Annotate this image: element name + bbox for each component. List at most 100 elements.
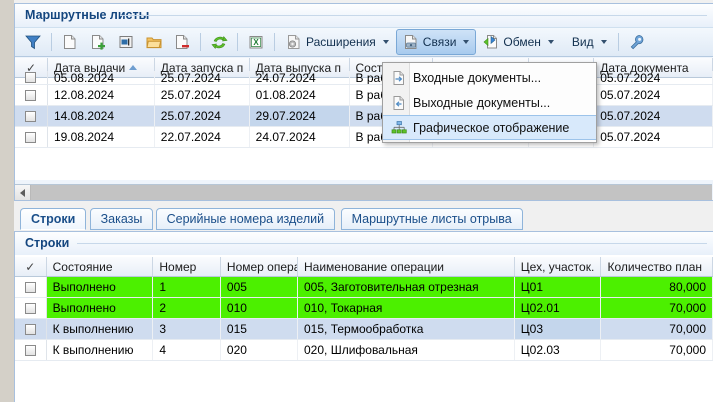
hscroll-left-button[interactable] — [15, 185, 31, 200]
refresh-icon[interactable] — [205, 29, 233, 55]
cell-issue-date[interactable]: 19.08.2024 — [48, 127, 155, 147]
new-document-icon[interactable] — [56, 29, 84, 55]
cell-operation-number[interactable]: 010 — [220, 298, 298, 318]
tab-1[interactable]: Заказы — [89, 208, 154, 230]
tab-label: Заказы — [100, 212, 143, 226]
edit-document-icon[interactable] — [112, 29, 140, 55]
open-folder-icon[interactable] — [140, 29, 168, 55]
cell-issue-date[interactable]: 12.08.2024 — [48, 85, 155, 105]
cell-quantity-plan[interactable]: 70,000 — [601, 340, 713, 360]
cell-operation-name[interactable]: 005, Заготовительная отрезная — [298, 277, 515, 297]
filter-icon[interactable] — [19, 29, 47, 55]
cell-document-date[interactable]: 05.07.2024 — [594, 127, 713, 147]
row-checkbox[interactable] — [15, 298, 47, 318]
bottom-grid-header-quantity-plan[interactable]: Количество план — [601, 257, 713, 276]
cell-release-date-plan[interactable]: 24.07.2024 — [250, 71, 350, 84]
bottom-grid-header-shop-area[interactable]: Цех, участок. — [515, 257, 602, 276]
top-grid-header-checkbox[interactable]: ✓ — [15, 58, 48, 77]
checkbox-icon — [24, 302, 36, 314]
menu-item-label: Выходные документы... — [413, 95, 551, 110]
table-row[interactable]: 05.08.2024 25.07.2024 24.07.2024 В рабо 05.0… — [15, 71, 713, 85]
row-checkbox[interactable] — [15, 106, 48, 126]
cell-operation-name[interactable]: 020, Шлифовальная — [298, 340, 515, 360]
bottom-grid-header-state[interactable]: Состояние — [47, 257, 154, 276]
cell-document-date[interactable]: 05.07.2024 — [594, 85, 713, 105]
table-row[interactable]: К выполнению 4 020 020, Шлифовальная Ц02.03 7… — [15, 340, 713, 361]
cell-operation-number[interactable]: 005 — [220, 277, 298, 297]
outgoing-document-icon — [385, 95, 413, 111]
cell-document-date[interactable]: 05.07.2024 — [594, 106, 713, 126]
delete-document-icon[interactable] — [168, 29, 196, 55]
wrench-icon[interactable] — [623, 29, 651, 55]
cell-quantity-plan[interactable]: 70,000 — [601, 298, 713, 318]
row-checkbox[interactable] — [15, 319, 47, 339]
cell-issue-date[interactable]: 05.08.2024 — [48, 71, 155, 84]
cell-start-date-plan[interactable]: 25.07.2024 — [155, 106, 250, 126]
cell-shop-area[interactable]: Ц01 — [514, 277, 602, 297]
bottom-grid-header-operation-name[interactable]: Наименование операции — [298, 257, 515, 276]
cell-state[interactable]: Выполнено — [46, 298, 154, 318]
table-row[interactable]: 12.08.2024 25.07.2024 01.08.2024 В рабо 05.0… — [15, 85, 713, 106]
cell-state[interactable]: Выполнено — [46, 277, 154, 297]
cell-issue-date[interactable]: 14.08.2024 — [48, 106, 155, 126]
cell-release-date-plan[interactable]: 29.07.2024 — [249, 106, 350, 126]
view-button-label: Вид — [571, 35, 594, 49]
top-grid-header-issue-date[interactable]: Дата выдачи — [48, 58, 155, 77]
menu-item-2[interactable]: Графическое отображение — [383, 115, 596, 140]
row-checkbox[interactable] — [15, 340, 47, 360]
cell-state[interactable]: К выполнению — [47, 319, 154, 339]
sort-ascending-icon — [129, 65, 138, 70]
bottom-grid-header-number[interactable]: Номер — [153, 257, 221, 276]
add-document-icon[interactable] — [84, 29, 112, 55]
menu-item-1[interactable]: Выходные документы... — [383, 90, 596, 115]
table-row[interactable]: Выполнено 1 005 005, Заготовительная отрезн… — [15, 277, 713, 298]
cell-document-date[interactable]: 05.07.2024 — [594, 71, 713, 84]
tab-2[interactable]: Серийные номера изделий — [155, 208, 336, 230]
cell-operation-number[interactable]: 020 — [221, 340, 298, 360]
menu-item-0[interactable]: Входные документы... — [383, 65, 596, 90]
cell-quantity-plan[interactable]: 70,000 — [601, 319, 713, 339]
left-gutter-strip — [0, 0, 14, 402]
view-button[interactable]: Вид — [561, 29, 614, 55]
cell-number[interactable]: 3 — [153, 319, 221, 339]
row-checkbox[interactable] — [15, 127, 48, 147]
cell-shop-area[interactable]: Ц02.01 — [514, 298, 602, 318]
excel-export-icon[interactable]: X — [242, 29, 270, 55]
table-row[interactable]: Выполнено 2 010 010, Токарная Ц02.01 70,000 — [15, 298, 713, 319]
checkbox-icon — [24, 344, 36, 356]
cell-start-date-plan[interactable]: 25.07.2024 — [155, 71, 250, 84]
table-row[interactable]: К выполнению 3 015 015, Термообработка Ц03 70… — [15, 319, 713, 340]
cell-start-date-plan[interactable]: 22.07.2024 — [155, 127, 250, 147]
tab-0[interactable]: Строки — [20, 208, 87, 230]
cell-number[interactable]: 4 — [153, 340, 221, 360]
cell-shop-area[interactable]: Ц03 — [514, 319, 602, 339]
cell-operation-number[interactable]: 015 — [221, 319, 298, 339]
column-label: Дата документа — [600, 60, 689, 75]
cell-number[interactable]: 2 — [153, 298, 221, 318]
cell-quantity-plan[interactable]: 80,000 — [601, 277, 713, 297]
cell-release-date-plan[interactable]: 01.08.2024 — [250, 85, 350, 105]
cell-state[interactable]: К выполнению — [47, 340, 154, 360]
cell-release-date-plan[interactable]: 24.07.2024 — [250, 127, 350, 147]
extensions-button[interactable]: Расширения — [279, 29, 396, 55]
bottom-grid-header-operation-number[interactable]: Номер опера — [221, 257, 298, 276]
cell-operation-name[interactable]: 015, Термообработка — [298, 319, 515, 339]
top-grid-header-start-date-plan[interactable]: Дата запуска п — [155, 58, 250, 77]
links-button[interactable]: Связи — [395, 29, 477, 55]
cell-start-date-plan[interactable]: 25.07.2024 — [155, 85, 250, 105]
cell-number[interactable]: 1 — [153, 277, 221, 297]
cell-operation-name[interactable]: 010, Токарная — [298, 298, 515, 318]
exchange-button[interactable]: Обмен — [476, 29, 561, 55]
links-document-icon — [403, 34, 419, 50]
row-checkbox[interactable] — [15, 277, 47, 297]
table-row[interactable]: 14.08.2024 25.07.2024 29.07.2024 В рабо 05.0… — [15, 106, 713, 127]
top-grid-hscrollbar[interactable] — [15, 184, 712, 200]
row-checkbox[interactable] — [15, 71, 48, 84]
tab-3[interactable]: Маршрутные листы отрыва — [340, 208, 523, 230]
bottom-grid-header-checkbox[interactable]: ✓ — [15, 257, 47, 276]
row-checkbox[interactable] — [15, 85, 48, 105]
cell-shop-area[interactable]: Ц02.03 — [515, 340, 602, 360]
top-grid-header-release-date-plan[interactable]: Дата выпуска п — [250, 58, 350, 77]
toolbar-separator-2 — [200, 33, 201, 51]
